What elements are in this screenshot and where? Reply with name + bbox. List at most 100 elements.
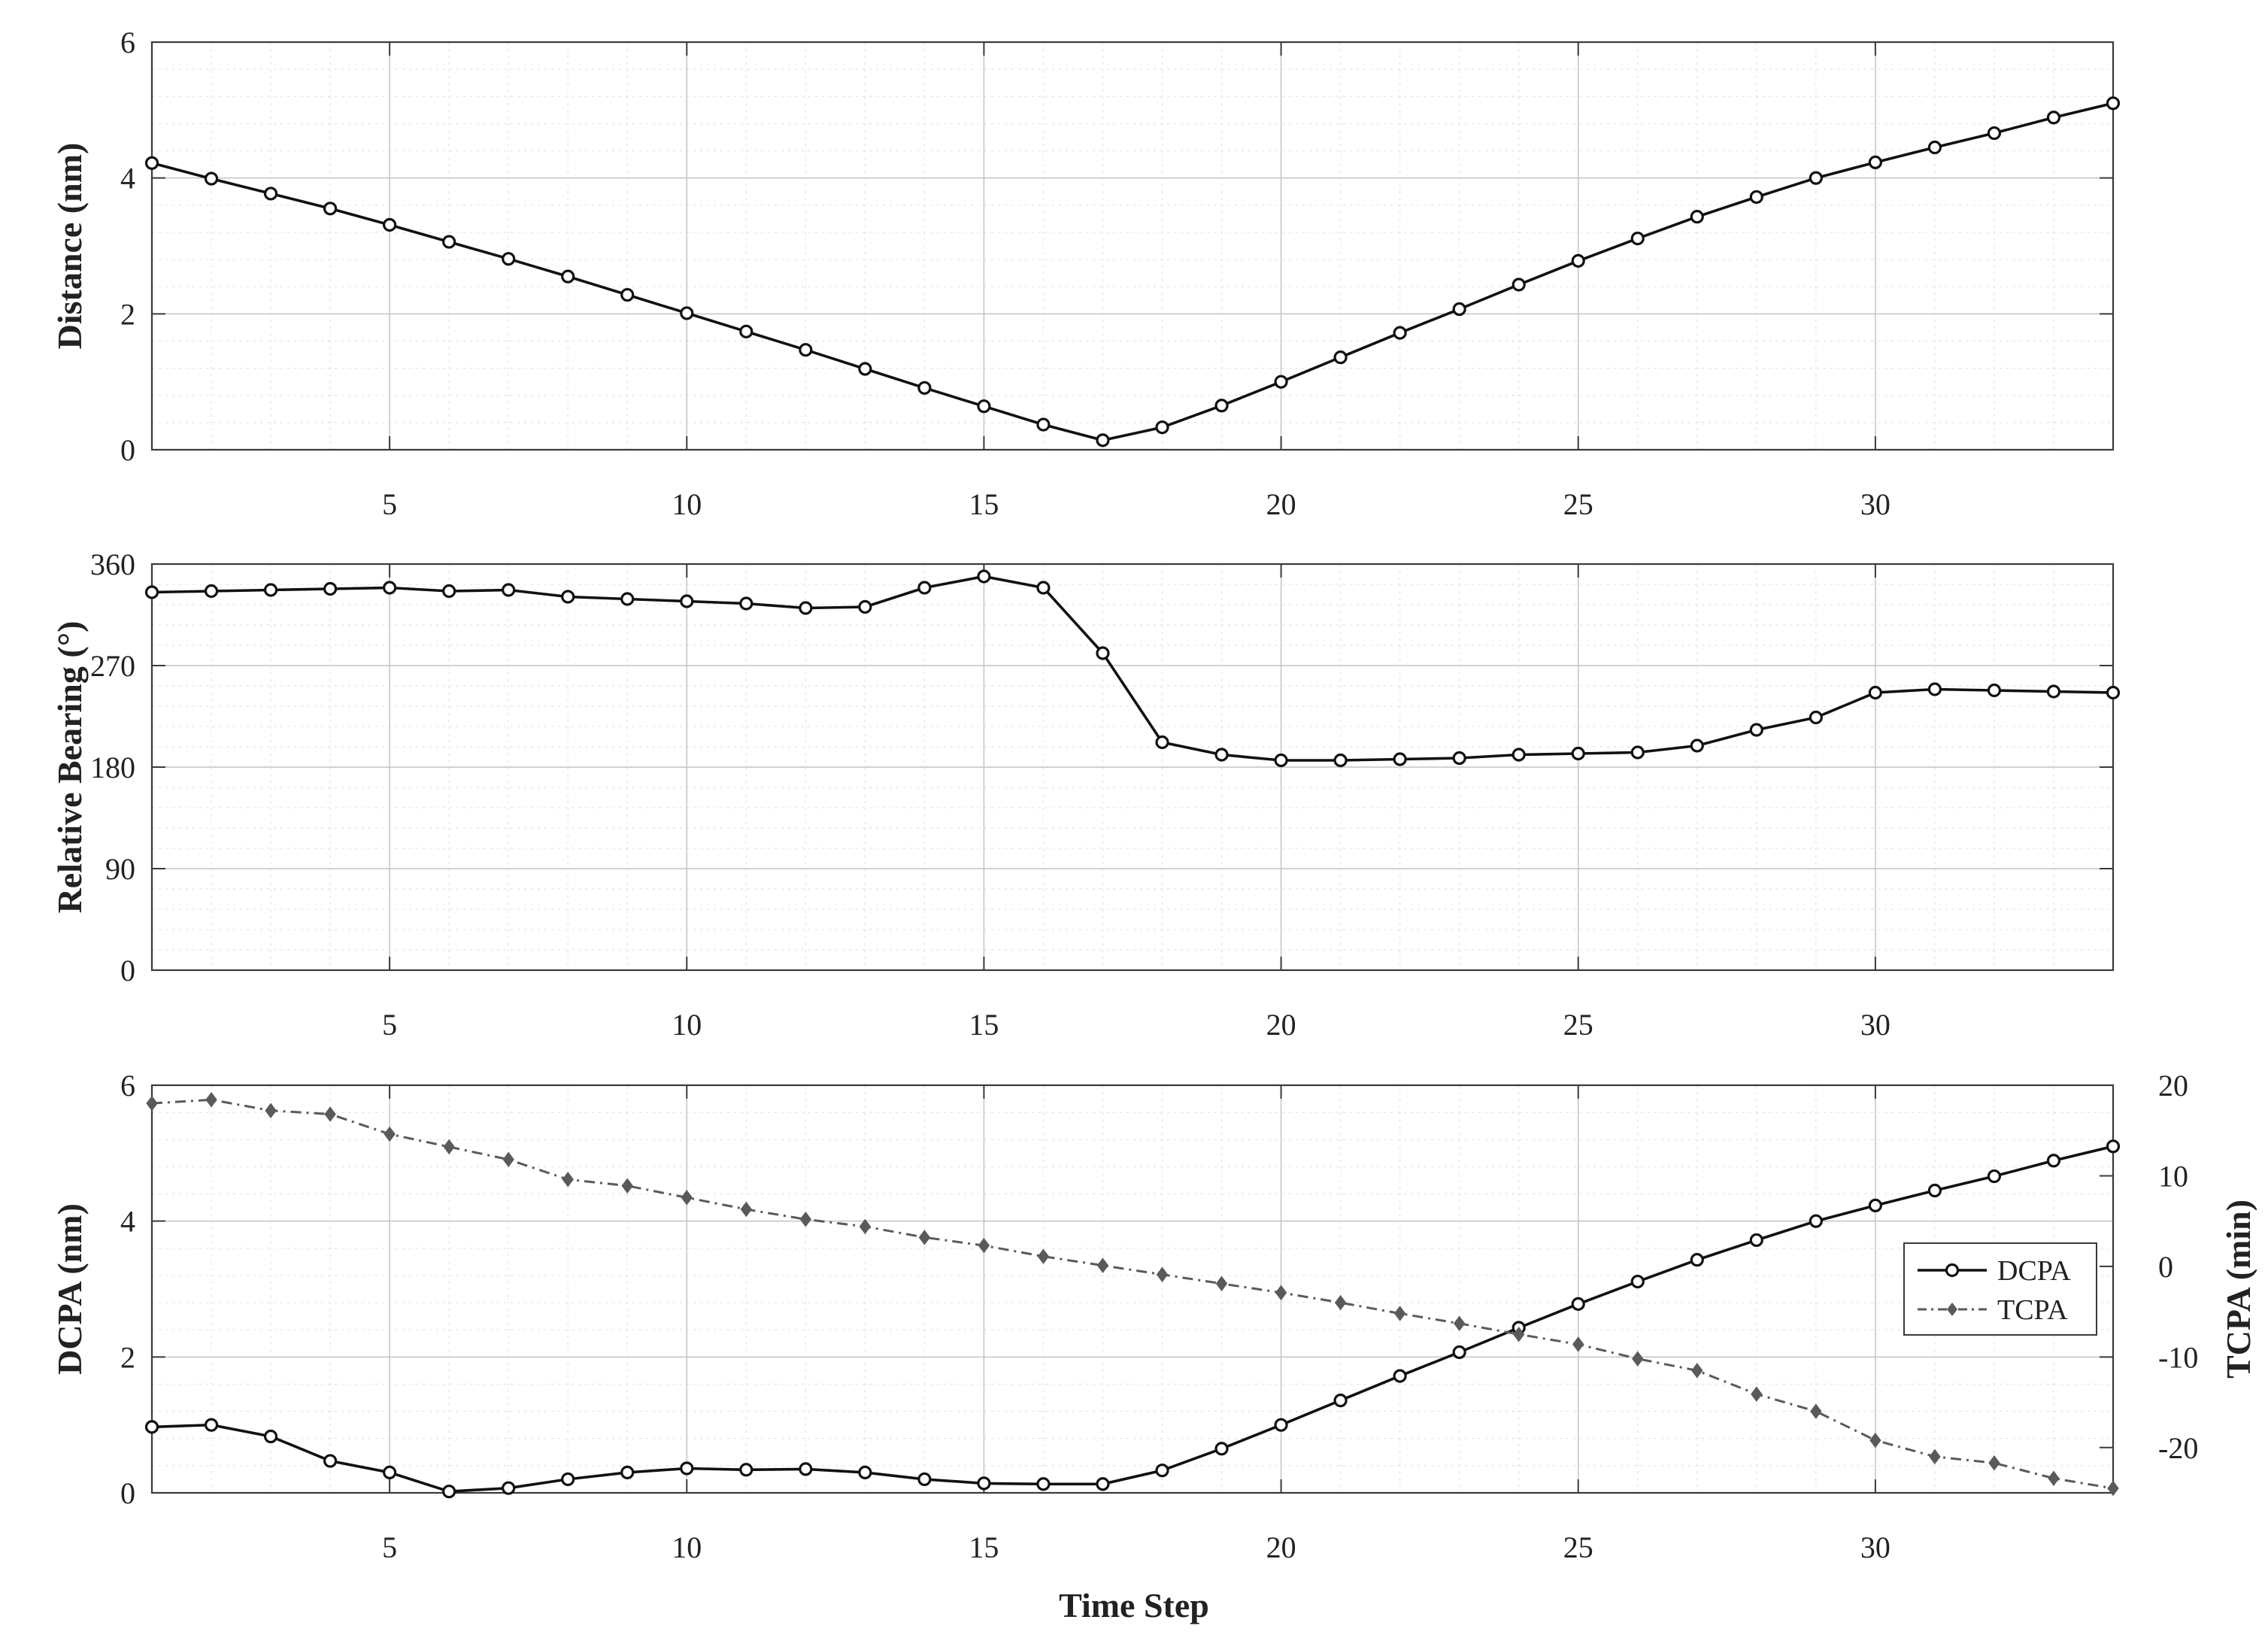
tcpa-point [1334, 1294, 1347, 1311]
series-point [204, 584, 219, 599]
y-tick-label: 6 [120, 26, 135, 59]
series-point [561, 269, 575, 284]
series-point [1809, 171, 1823, 185]
y-tick-label: 0 [120, 433, 135, 467]
tcpa-point [978, 1237, 990, 1254]
y-tick-label: 4 [120, 1205, 135, 1239]
dcpa-point [1214, 1442, 1229, 1456]
dcpa-point [1333, 1394, 1348, 1408]
y-tick-label: 180 [90, 751, 135, 784]
x-tick-label: 15 [969, 1008, 999, 1042]
series-point [1868, 685, 1882, 700]
x-tick-label: 10 [672, 1530, 702, 1564]
legend-label-tcpa: TCPA [1997, 1294, 2068, 1326]
series-point [1868, 155, 1882, 169]
series-point [1749, 190, 1763, 205]
tcpa-point [384, 1126, 396, 1142]
legend-box [1903, 1242, 2097, 1336]
series-point [383, 217, 397, 232]
series-point [1452, 751, 1466, 766]
series-point [1630, 231, 1645, 246]
tcpa-point [1810, 1403, 1822, 1419]
dcpa-point [620, 1465, 635, 1480]
y2-tick-label: -10 [2158, 1340, 2198, 1374]
series-point [977, 399, 991, 414]
dcpa-point [1452, 1345, 1466, 1360]
series-point [1274, 753, 1288, 768]
series-point [1274, 375, 1288, 389]
distance-panel: 5 10 15 20 25 30 0 2 4 6 Distance (nm) [50, 26, 2121, 521]
x-tick-label: 5 [382, 487, 397, 521]
tcpa-point [2107, 1480, 2119, 1497]
series-point [2046, 111, 2061, 125]
y-tick-label: 360 [90, 548, 135, 581]
dcpa-point [917, 1472, 932, 1487]
y-tick-label: 2 [120, 297, 135, 331]
y-tick-label: 90 [105, 852, 135, 886]
dcpa-point [1096, 1477, 1110, 1491]
series-point [1987, 683, 2002, 698]
series-point [442, 235, 456, 249]
tcpa-point [1215, 1275, 1228, 1292]
series-point [502, 252, 516, 266]
dcpa-point [1749, 1233, 1763, 1248]
tcpa-point [918, 1230, 931, 1245]
x-tick-label: 25 [1563, 487, 1593, 521]
x-tick-label: 5 [382, 1530, 397, 1564]
series-point [1987, 126, 2002, 141]
tcpa-point [1632, 1351, 1644, 1366]
x-tick-label: 10 [672, 1008, 702, 1042]
dcpa-point [799, 1462, 813, 1476]
x-tick-label: 15 [969, 487, 999, 521]
dcpa-point [383, 1465, 397, 1480]
series-point [1571, 746, 1585, 761]
series-point [858, 362, 872, 376]
plot-frame [150, 1084, 2115, 1494]
series-point [263, 583, 278, 597]
series-line [151, 102, 2114, 442]
series-point [383, 581, 397, 595]
tcpa-point [502, 1151, 514, 1168]
series-point [739, 596, 753, 611]
y2-axis-title: TCPA (min) [2219, 1200, 2257, 1379]
dcpa-point [323, 1454, 338, 1468]
tcpa-point [2048, 1470, 2060, 1486]
series-point [917, 581, 932, 595]
y-tick-label: 270 [90, 649, 135, 683]
x-tick-label: 25 [1563, 1008, 1593, 1042]
series-point [1333, 350, 1348, 365]
x-tick-label: 5 [382, 1008, 397, 1042]
series-point [2106, 685, 2121, 700]
x-tick-label: 10 [672, 487, 702, 521]
x-tick-label: 30 [1860, 1008, 1891, 1042]
tcpa-point [681, 1190, 693, 1206]
series-point [739, 324, 753, 338]
tcpa-point [1869, 1432, 1881, 1448]
tcpa-point [621, 1178, 633, 1194]
tcpa-point [859, 1218, 872, 1235]
series-point [1393, 326, 1407, 340]
plot-frame [150, 41, 2115, 451]
series-point [1571, 253, 1585, 268]
series-point [1155, 735, 1169, 750]
series-point [917, 381, 932, 395]
series-point [799, 601, 813, 615]
series-point [1036, 581, 1051, 595]
relative-bearing-panel: 5 10 15 20 25 30 0 90 180 270 360 Relative Bearing … [50, 548, 2121, 1042]
series-point [1749, 723, 1763, 737]
series-point [977, 569, 991, 584]
tcpa-point [1572, 1336, 1584, 1352]
y-tick-label: 2 [120, 1340, 135, 1374]
dcpa-point [2046, 1154, 2061, 1168]
dcpa-point [442, 1485, 456, 1499]
series-point [1155, 420, 1169, 435]
series-point [144, 156, 159, 170]
series-point [323, 202, 338, 216]
series-point [1036, 417, 1051, 432]
x-tick-label: 20 [1266, 1008, 1296, 1042]
dcpa-point [204, 1418, 219, 1432]
y-axis-title: Distance (nm) [50, 143, 89, 350]
legend-label-dcpa: DCPA [1997, 1255, 2071, 1287]
series-point [1511, 278, 1526, 292]
